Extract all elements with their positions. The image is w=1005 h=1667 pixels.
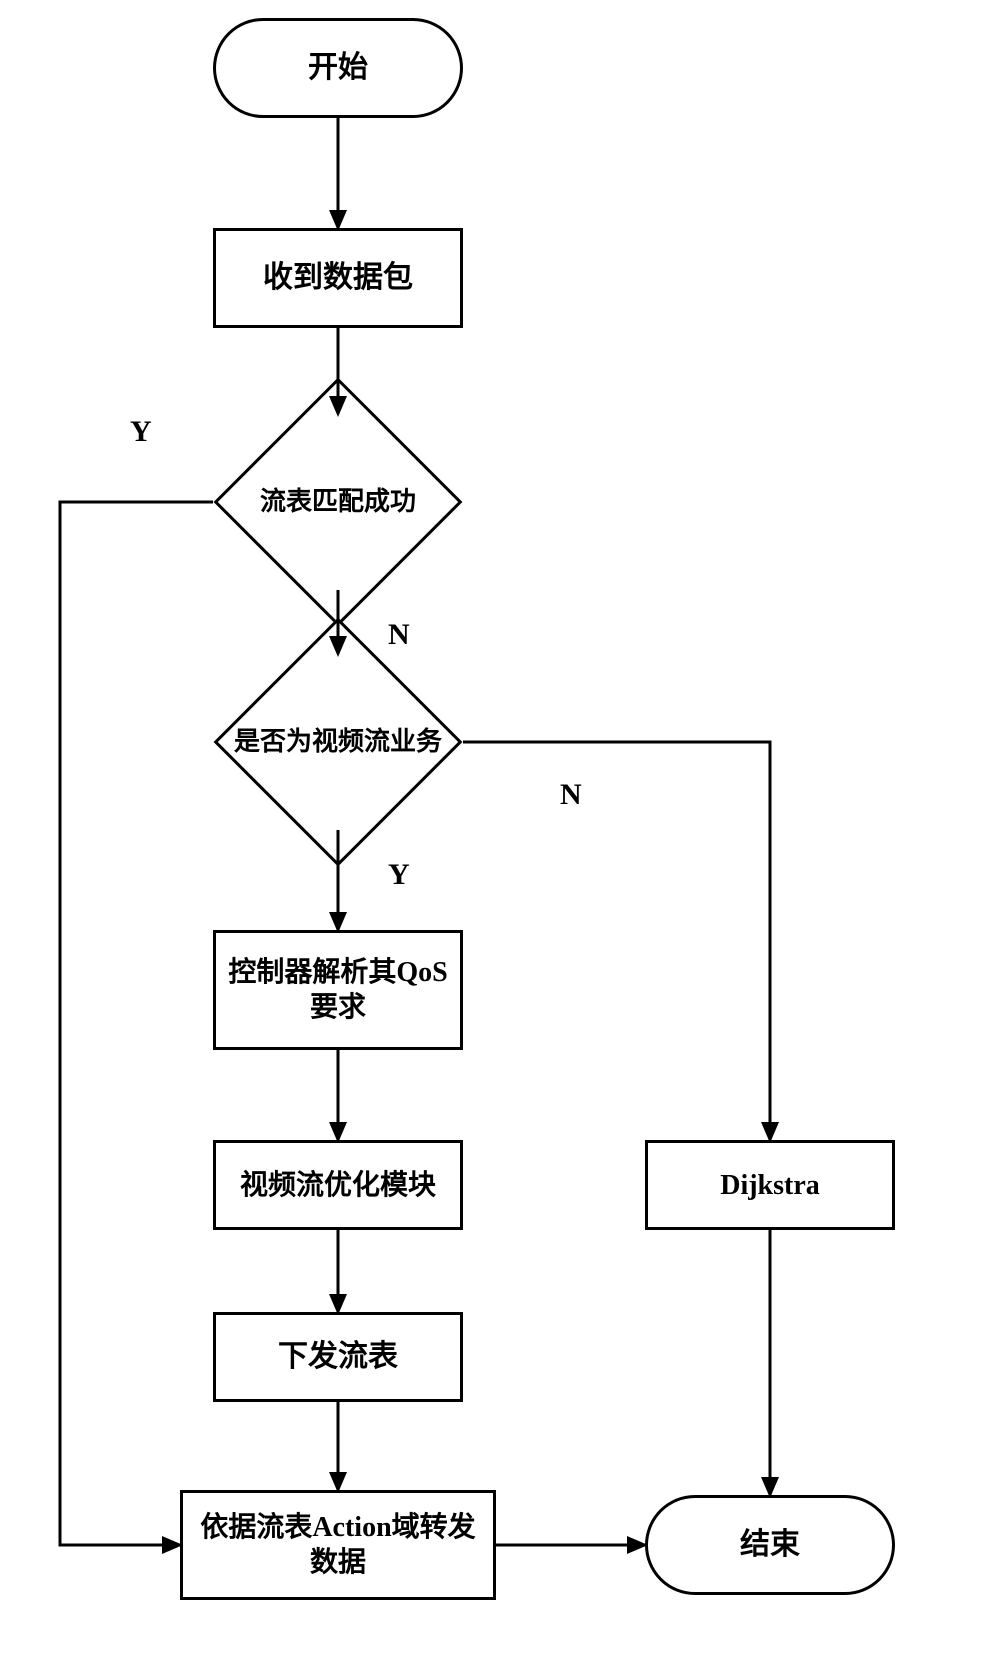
edge-isvideo-to-dijkstra <box>463 742 770 1140</box>
node-qos-label: 控制器解析其QoS要求 <box>216 955 460 1025</box>
node-end: 结束 <box>645 1495 895 1595</box>
edges-layer <box>0 0 1005 1667</box>
edge-label-match-yes: Y <box>130 415 152 449</box>
node-optimize: 视频流优化模块 <box>213 1140 463 1230</box>
node-forward-label: 依据流表Action域转发数据 <box>195 1510 481 1580</box>
node-issue: 下发流表 <box>213 1312 463 1402</box>
node-dijkstra: Dijkstra <box>645 1140 895 1230</box>
node-dijkstra-label: Dijkstra <box>720 1168 820 1203</box>
node-end-label: 结束 <box>740 1526 800 1564</box>
node-recv-label: 收到数据包 <box>263 259 413 297</box>
node-isvideo-label: 是否为视频流业务 <box>234 726 442 759</box>
node-issue-label: 下发流表 <box>278 1338 398 1376</box>
flowchart-canvas: 开始 收到数据包 流表匹配成功 是否为视频流业务 控制器解析其QoS要求 视频流… <box>0 0 1005 1667</box>
node-isvideo: 是否为视频流业务 <box>250 654 426 830</box>
edge-match-to-forward <box>60 502 213 1545</box>
node-recv: 收到数据包 <box>213 228 463 328</box>
edge-label-isvideo-no: N <box>560 778 582 812</box>
edge-label-match-no: N <box>388 618 410 652</box>
node-start-label: 开始 <box>308 49 368 87</box>
node-optimize-label: 视频流优化模块 <box>240 1168 436 1203</box>
edge-label-isvideo-yes: Y <box>388 858 410 892</box>
node-start: 开始 <box>213 18 463 118</box>
node-qos: 控制器解析其QoS要求 <box>213 930 463 1050</box>
node-forward: 依据流表Action域转发数据 <box>180 1490 496 1600</box>
node-match: 流表匹配成功 <box>250 414 426 590</box>
node-match-label: 流表匹配成功 <box>260 486 416 519</box>
